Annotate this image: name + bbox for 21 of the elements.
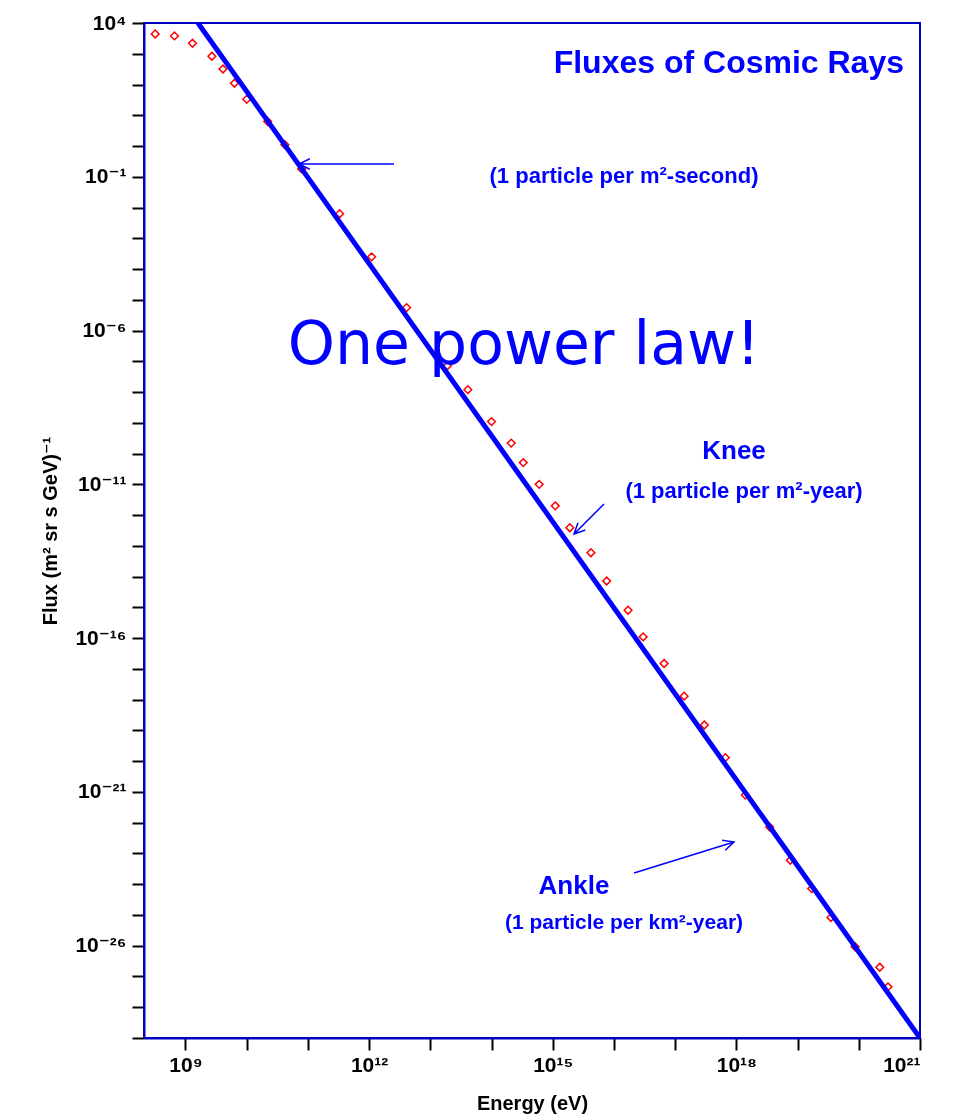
annotation: (1 particle per m²-second): [489, 163, 759, 188]
annotation: One power law!: [287, 308, 761, 378]
y-tick-label: 10⁻¹⁶: [75, 625, 127, 649]
x-tick-label: 10¹⁸: [716, 1052, 758, 1076]
annotation: (1 particle per km²-year): [504, 910, 744, 933]
x-tick-label: 10²¹: [883, 1052, 921, 1076]
y-tick-label: 10⁻⁶: [82, 318, 127, 342]
annotation: Ankle: [538, 870, 610, 900]
annotation: (1 particle per m²-year): [625, 478, 863, 503]
y-tick-label: 10⁻¹¹: [78, 471, 127, 495]
y-tick-label: 10⁻¹: [85, 164, 127, 188]
text: Fluxes of Cosmic Rays: [553, 44, 904, 80]
y-tick-label: 10⁻²¹: [78, 779, 127, 803]
x-tick-label: 10¹²: [350, 1052, 389, 1076]
y-tick-label: 10⁻²⁶: [75, 933, 127, 957]
x-axis-title: Energy (eV): [476, 1091, 589, 1114]
x-tick-label: 10¹⁵: [533, 1052, 574, 1076]
y-axis-title: Flux (m² sr s GeV)⁻¹: [39, 436, 62, 626]
annotation: Knee: [702, 435, 766, 465]
x-tick-label: 10⁹: [169, 1052, 203, 1076]
y-tick-label: 10⁴: [92, 10, 127, 34]
